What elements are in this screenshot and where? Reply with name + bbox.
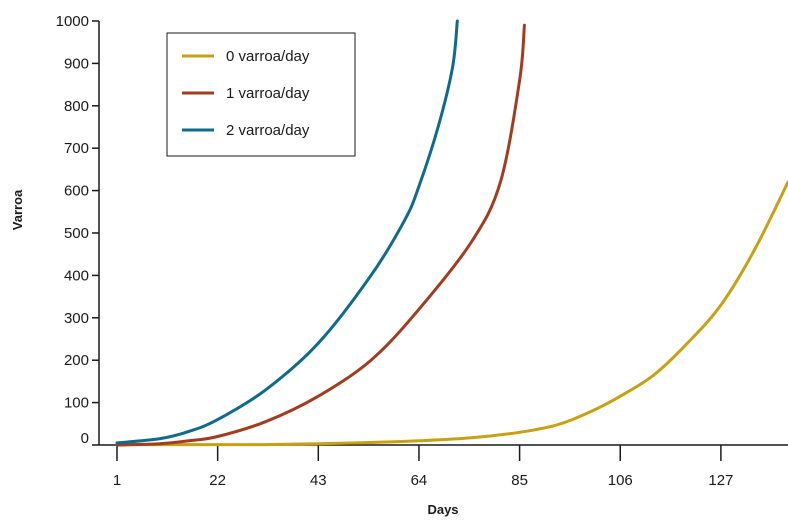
x-tick-label: 22 (209, 472, 226, 489)
y-tick-label: 700 (64, 140, 89, 157)
x-tick-label: 106 (608, 472, 633, 489)
series-line-1 (115, 23, 526, 447)
y-tick-label: 600 (64, 183, 89, 200)
y-tick-label: 800 (64, 98, 89, 115)
y-tick-label: 200 (64, 352, 89, 369)
y-tick-label: 500 (64, 225, 89, 242)
x-tick-label: 43 (310, 472, 327, 489)
legend-label: 2 varroa/day (226, 122, 310, 139)
y-tick-label: 100 (64, 395, 89, 412)
x-tick-label: 127 (708, 472, 733, 489)
y-axis: 0 100 200 300 400 500 600 700 800 900 1000 (56, 13, 100, 447)
x-tick-label: 64 (411, 472, 428, 489)
y-tick-label: 0 (81, 430, 89, 447)
x-axis: 1 22 43 64 85 106 127 (99, 444, 788, 489)
y-tick-label: 1000 (56, 13, 89, 30)
x-tick-label: 1 (113, 472, 121, 489)
series-line-0 (115, 180, 788, 447)
y-axis-title: Varroa (10, 189, 25, 230)
y-tick-label: 900 (64, 55, 89, 72)
legend: 0 varroa/day 1 varroa/day 2 varroa/day (166, 32, 356, 157)
legend-label: 1 varroa/day (226, 85, 310, 102)
legend-label: 0 varroa/day (226, 48, 310, 65)
x-tick-label: 85 (511, 472, 528, 489)
series-line-2 (115, 19, 459, 445)
series-lines (115, 19, 788, 447)
y-tick-label: 300 (64, 310, 89, 327)
y-tick-label: 400 (64, 267, 89, 284)
x-axis-title: Days (427, 502, 458, 517)
